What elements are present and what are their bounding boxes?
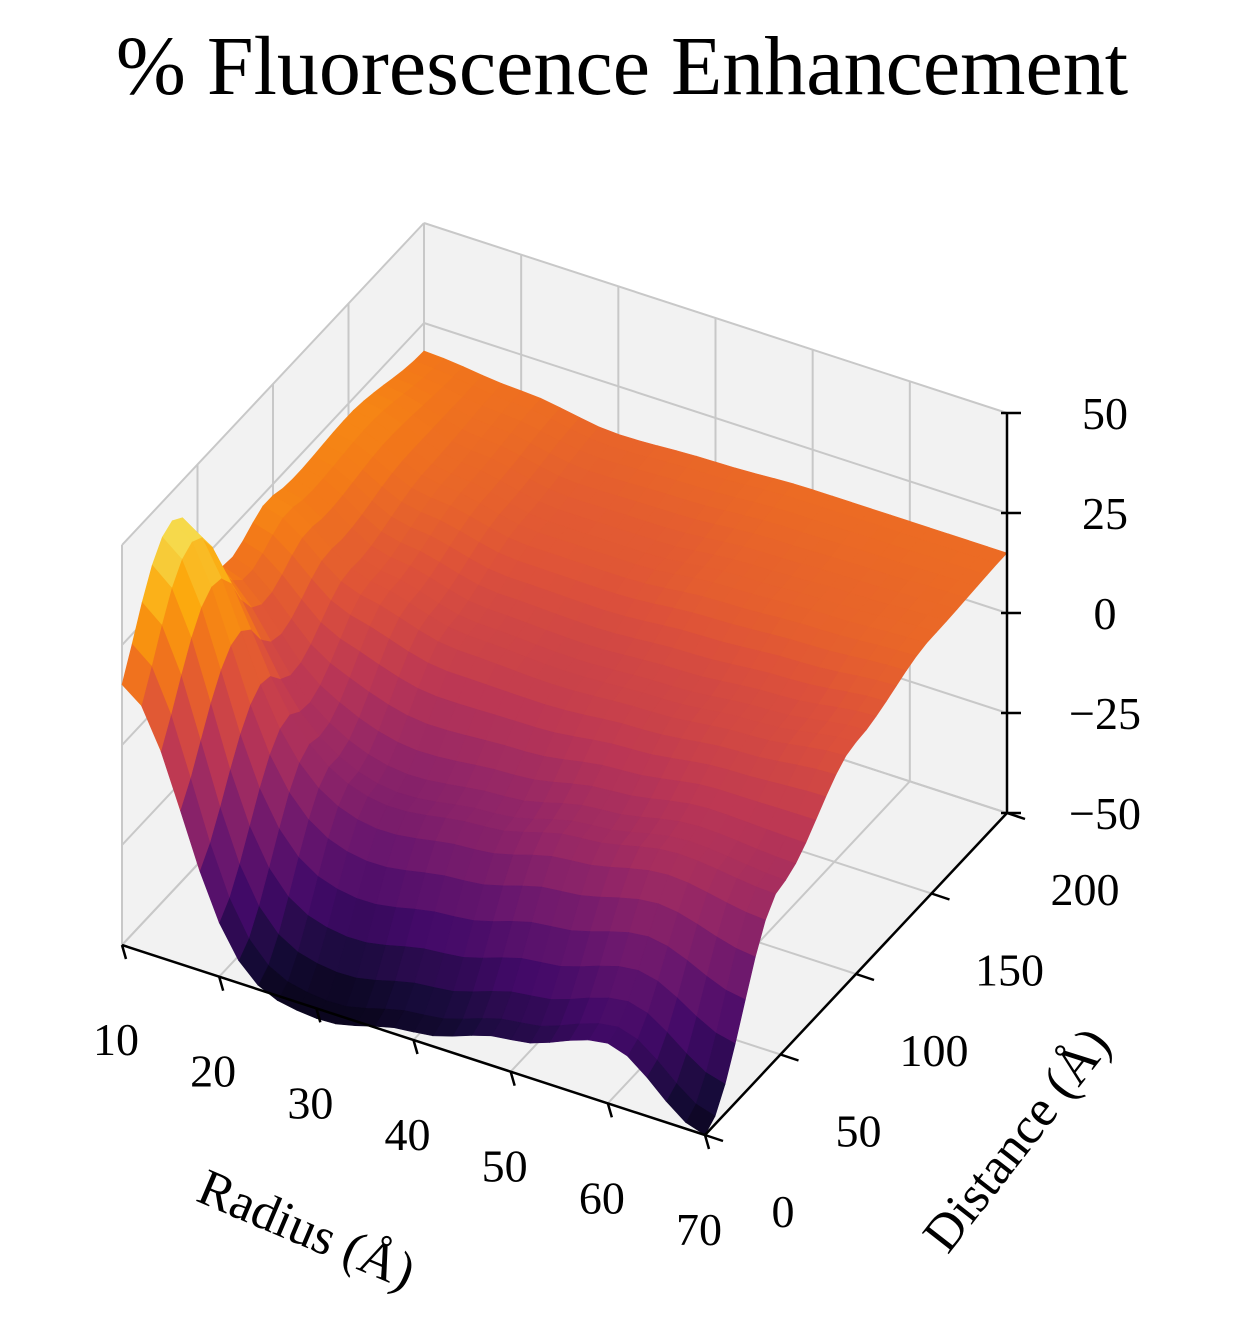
x-tick-mark [703,1134,711,1150]
x-tick-label: 20 [190,1046,236,1097]
y-tick-mark [855,972,875,982]
y-tick-label: 50 [836,1106,882,1157]
x-tick-mark [120,944,128,960]
y-tick-mark [780,1053,799,1062]
x-tick-label: 30 [287,1077,333,1128]
x-tick-mark [412,1039,419,1055]
x-tick-label: 50 [482,1141,528,1192]
y-tick-label: 100 [900,1025,969,1076]
y-tick-label: 0 [772,1186,795,1237]
surface-patch [121,643,152,707]
x-tick-mark [606,1102,614,1118]
x-tick-label: 40 [385,1109,431,1160]
z-tick-label: 0 [1094,588,1117,639]
grid-line [121,222,425,546]
x-tick-label: 70 [676,1204,722,1255]
y-tick-label: 200 [1051,864,1120,915]
z-tick-label: −25 [1069,688,1141,739]
x-tick-mark [509,1071,516,1087]
x-tick-label: 60 [579,1172,625,1223]
axes [120,411,1026,1150]
z-tick-label: 50 [1082,388,1128,439]
y-tick-label: 150 [975,945,1044,996]
x-tick-label: 10 [93,1014,139,1065]
y-tick-mark [704,1133,724,1143]
surface-mesh [121,350,1008,1136]
z-tick-label: 25 [1082,488,1128,539]
grid-line [423,222,1008,414]
x-axis-label: Radius (Å) [190,1159,424,1301]
page-title: % Fluorescence Enhancement [115,20,1129,113]
grid-line [423,322,1008,514]
z-tick-label: −50 [1069,788,1141,839]
x-tick-mark [315,1007,322,1023]
y-tick-mark [931,892,950,901]
x-tick-mark [217,976,225,992]
